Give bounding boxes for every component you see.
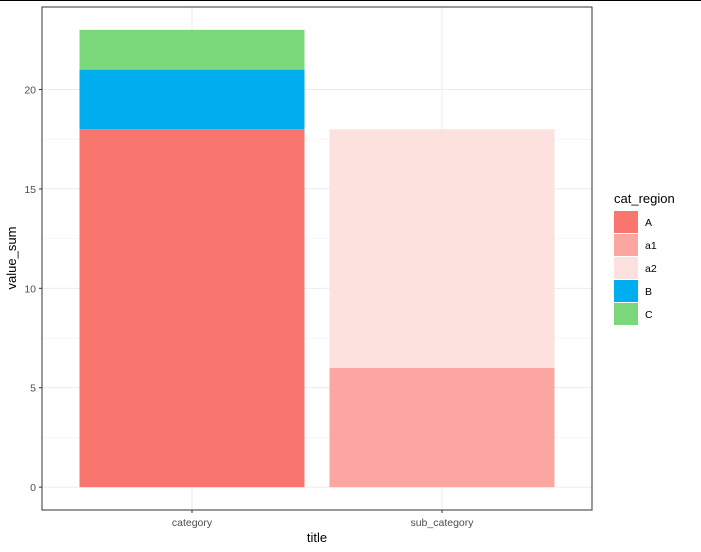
legend-key — [614, 234, 638, 256]
legend-title: cat_region — [614, 191, 675, 206]
y-tick-label: 5 — [30, 383, 36, 395]
y-axis-title: value_sum — [4, 227, 19, 290]
legend-label: a1 — [645, 240, 657, 252]
legend-label: a2 — [645, 263, 657, 275]
bar-segment — [329, 129, 555, 368]
legend-label: B — [645, 286, 652, 298]
plot-panel-border — [41, 6, 593, 511]
x-tick-label: sub_category — [410, 517, 474, 529]
bar-segment — [329, 367, 555, 488]
legend-label: A — [645, 217, 652, 229]
legend-key — [614, 280, 638, 302]
top-rule — [0, 0, 701, 1]
legend: cat_region Aa1 a2 BC — [614, 191, 675, 325]
y-tick-label: 10 — [24, 283, 36, 295]
y-tick-label: 15 — [24, 184, 36, 196]
bars — [79, 29, 555, 488]
bar-segment — [79, 129, 305, 488]
y-axis: 0 5 10 15 20 — [24, 85, 42, 494]
legend-key — [614, 303, 638, 325]
x-tick-label: category — [172, 517, 213, 529]
bar-segment — [79, 29, 305, 70]
y-tick-label: 20 — [24, 85, 36, 97]
legend-keys: Aa1 a2 BC — [614, 211, 657, 325]
x-axis-title: title — [307, 530, 327, 545]
y-tick-label: 0 — [30, 482, 36, 494]
legend-key — [614, 211, 638, 233]
legend-key — [614, 257, 638, 279]
legend-label: C — [645, 309, 653, 321]
x-axis: category sub_category — [172, 510, 474, 529]
bar-segment — [79, 69, 305, 130]
